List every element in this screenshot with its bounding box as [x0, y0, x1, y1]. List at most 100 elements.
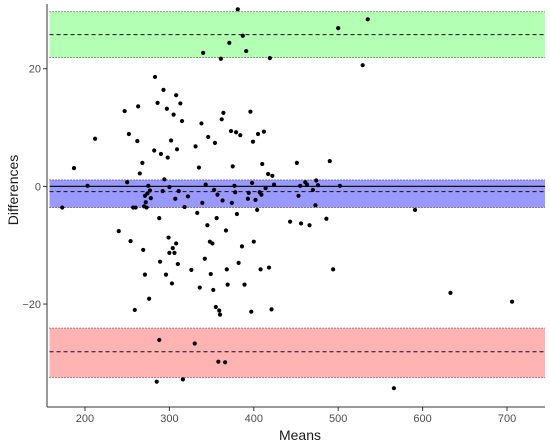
scatter-point [180, 377, 185, 382]
scatter-point [152, 74, 158, 80]
scatter-point [212, 187, 217, 193]
scatter-point [307, 223, 312, 228]
scatter-point [144, 205, 149, 210]
scatter-point [135, 138, 140, 144]
scatter-point [245, 196, 250, 201]
scatter-point [327, 158, 332, 164]
x-tick-label: 400 [245, 413, 263, 425]
scatter-point [314, 178, 319, 183]
scatter-point [93, 136, 98, 141]
scatter-point [249, 309, 254, 314]
scatter-point [230, 164, 235, 169]
scatter-point [199, 121, 204, 126]
scatter-point [310, 187, 315, 193]
scatter-point [250, 139, 256, 144]
scatter-point [365, 17, 370, 22]
y-tick-label: 20 [29, 64, 41, 76]
scatter-point [174, 147, 180, 152]
x-axis-title: Means [279, 427, 321, 443]
scatter-point [165, 155, 170, 160]
scatter-point [324, 216, 329, 221]
scatter-point [141, 247, 146, 253]
x-tick-label: 700 [498, 413, 516, 425]
scatter-point [163, 272, 169, 277]
scatter-point [166, 235, 171, 240]
scatter-point [196, 165, 202, 170]
scatter-point [448, 290, 453, 295]
scatter-point [294, 160, 299, 165]
scatter-point [211, 287, 216, 293]
scatter-point [158, 151, 164, 157]
scatter-point [192, 341, 197, 346]
scatter-point [239, 244, 245, 249]
scatter-point [217, 312, 223, 317]
scatter-point [337, 183, 342, 188]
x-tick-label: 500 [329, 413, 347, 425]
scatter-point [233, 130, 239, 135]
scatter-point [212, 140, 218, 145]
scatter-point [220, 198, 225, 203]
scatter-point [229, 200, 234, 205]
scatter-point [147, 296, 152, 301]
scatter-point [143, 200, 148, 205]
scatter-point [60, 205, 65, 210]
scatter-point [162, 177, 167, 182]
scatter-point [136, 104, 141, 109]
scatter-point [235, 7, 240, 12]
scatter-point [168, 138, 174, 143]
scatter-point [210, 241, 215, 246]
scatter-point [126, 131, 131, 137]
scatter-point [178, 101, 183, 106]
scatter-point [128, 238, 133, 244]
mean-difference-band [49, 179, 546, 208]
scatter-point [233, 190, 238, 195]
scatter-point [206, 134, 211, 140]
scatter-point [315, 183, 321, 188]
scatter-point [179, 118, 185, 124]
scatter-point [176, 188, 181, 194]
scatter-point [224, 267, 229, 272]
scatter-point [246, 190, 251, 195]
scatter-point [167, 250, 172, 255]
scatter-point [174, 93, 179, 98]
scatter-point [304, 182, 310, 187]
scatter-point [208, 271, 213, 277]
scatter-point [171, 112, 176, 117]
scatter-point [298, 221, 304, 226]
scatter-point [155, 100, 160, 105]
scatter-point [269, 307, 274, 312]
scatter-point [260, 161, 265, 167]
scatter-point [145, 191, 150, 196]
scatter-point [132, 307, 137, 313]
scatter-point [146, 183, 151, 188]
scatter-point [148, 196, 153, 201]
scatter-point [253, 197, 258, 203]
scatter-point [125, 180, 130, 185]
scatter-point [157, 337, 162, 343]
agreement-bands [49, 11, 546, 379]
scatter-point [336, 26, 341, 31]
scatter-point [193, 144, 198, 149]
scatter-point [164, 106, 169, 111]
scatter-point [248, 109, 253, 114]
scatter-point [221, 110, 226, 115]
axes: 200 300 400 500 600 700 −20 0 20 [22, 4, 545, 425]
scatter-point [251, 239, 256, 244]
scatter-point [185, 194, 191, 199]
scatter-point [154, 379, 159, 384]
scatter-point [391, 386, 397, 391]
scatter-point [152, 148, 157, 153]
scatter-point [140, 160, 145, 165]
scatter-point [271, 182, 277, 187]
scatter-point [509, 299, 515, 304]
scatter-point [214, 216, 219, 221]
y-tick-label: −20 [22, 299, 41, 311]
scatter-point [215, 192, 220, 197]
scatter-point [244, 48, 249, 54]
scatter-point [203, 182, 208, 187]
scatter-point [266, 265, 272, 270]
scatter-point [250, 180, 255, 185]
scatter-point [217, 308, 222, 313]
scatter-point [296, 193, 301, 198]
